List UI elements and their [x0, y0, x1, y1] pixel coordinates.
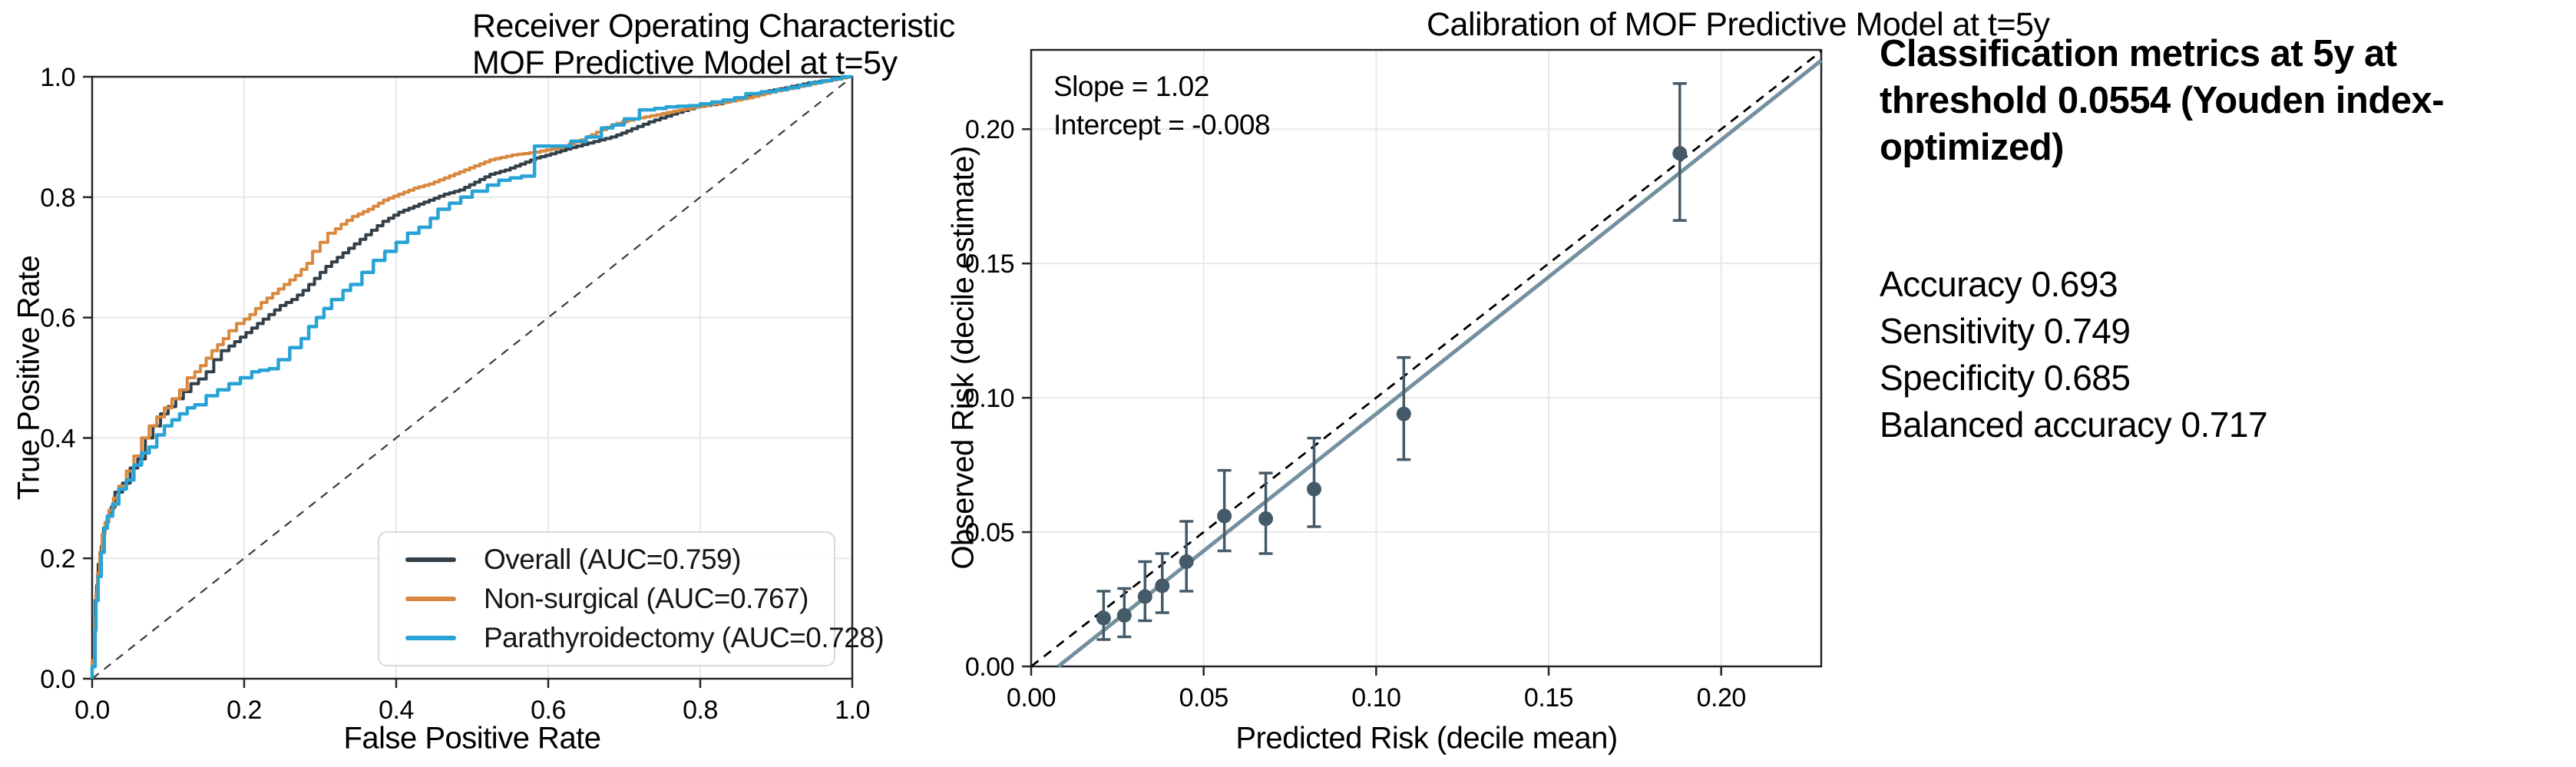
calibration-point-1	[1116, 587, 1132, 639]
x-tick-label: 0.4	[379, 696, 414, 725]
metrics-list: Accuracy 0.693 Sensitivity 0.749 Specifi…	[1880, 261, 2555, 448]
calibration-point-9	[1672, 81, 1688, 222]
roc-series-parathyroidectomy	[90, 74, 852, 679]
legend-label-parathyroidectomy: Parathyroidectomy (AUC=0.728)	[484, 622, 885, 653]
data-point-marker	[1096, 610, 1111, 626]
calibration-panel: 0.00 0.05 0.10 0.15 0.20 0.00 0.05 0.10 0.15 0.20…	[944, 0, 2050, 767]
calibration-fit-line	[1057, 58, 1823, 668]
roc-title-line1: Receiver Operating Characteristic	[472, 8, 955, 45]
x-tick-label: 0.2	[227, 696, 262, 725]
x-tick-label: 0.6	[531, 696, 566, 725]
x-tick-label: 0.10	[1351, 683, 1400, 712]
metric-specificity: Specificity 0.685	[1880, 358, 2131, 398]
calibration-title: Calibration of MOF Predictive Model at t…	[1427, 6, 2050, 44]
metric-balanced-accuracy: Balanced accuracy 0.717	[1880, 405, 2268, 445]
x-tick-label: 0.00	[1007, 683, 1056, 712]
y-tick-label: 0.8	[40, 183, 75, 213]
calibration-slope-intercept-annotation: Slope = 1.02 Intercept = -0.008	[1053, 71, 1271, 141]
y-tick-label: 0.15	[965, 250, 1014, 279]
calibration-point-0	[1096, 590, 1111, 641]
y-tick-label: 1.0	[40, 63, 75, 92]
legend-swatch-non-surgical	[405, 597, 456, 601]
x-tick-label: 0.0	[74, 696, 110, 725]
data-point-marker	[1217, 508, 1232, 524]
data-point-marker	[1137, 589, 1152, 604]
roc-panel: 0.0 0.2 0.4 0.6 0.8 1.0 0.0 0.2 0.4 0.6 0.8 1.0 Rec…	[0, 0, 956, 767]
plot-spines	[91, 75, 854, 680]
roc-series-non_surgical	[91, 75, 852, 679]
data-point-marker	[1306, 481, 1321, 497]
roc-axes: 0.0 0.2 0.4 0.6 0.8 1.0 0.0 0.2 0.4 0.6 0.8 1.0	[40, 63, 870, 725]
calibration-title-text: Calibration of MOF Predictive Model at t…	[1427, 6, 2050, 43]
metric-accuracy: Accuracy 0.693	[1880, 264, 2118, 304]
y-tick-label: 0.6	[40, 304, 75, 333]
legend-row-non-surgical: Non-surgical (AUC=0.767)	[379, 583, 834, 615]
data-point-marker	[1672, 146, 1688, 161]
x-tick-label: 1.0	[835, 696, 870, 725]
roc-x-axis-label: False Positive Rate	[343, 721, 601, 755]
calibration-point-4	[1179, 520, 1194, 593]
x-tick-label: 0.05	[1179, 683, 1228, 712]
calibration-x-axis-label: Predicted Risk (decile mean)	[1235, 721, 1618, 755]
y-tick-label: 0.2	[40, 544, 75, 574]
calibration-point-2	[1137, 560, 1152, 623]
roc-chance-diagonal	[91, 76, 853, 679]
roc-title-line2-text: MOF Predictive Model at t=5y	[472, 45, 898, 81]
legend-label-overall: Overall (AUC=0.759)	[484, 544, 741, 575]
roc-chart: 0.0 0.2 0.4 0.6 0.8 1.0 0.0 0.2 0.4 0.6 0.8 1.0	[40, 63, 870, 725]
legend-swatch-overall	[405, 557, 456, 562]
calibration-point-8	[1396, 355, 1411, 461]
legend-swatch-parathyroidectomy	[405, 636, 456, 640]
calibration-point-3	[1155, 552, 1170, 614]
data-point-marker	[1396, 406, 1411, 422]
calibration-y-axis-label: Observed Risk (decile estimate)	[946, 146, 980, 570]
y-tick-label: 0.00	[965, 653, 1014, 682]
roc-title-line1-text: Receiver Operating Characteristic	[472, 8, 955, 45]
data-point-marker	[1179, 554, 1194, 570]
x-tick-label: 0.8	[683, 696, 718, 725]
calibration-point-5	[1217, 468, 1232, 553]
metrics-panel: Classification metrics at 5y at threshol…	[1880, 0, 2555, 767]
legend-row-overall: Overall (AUC=0.759)	[379, 544, 834, 576]
calibration-chart: 0.00 0.05 0.10 0.15 0.20 0.00 0.05 0.10 0.15 0.20	[965, 48, 1823, 712]
roc-y-axis-label: True Positive Rate	[12, 255, 46, 501]
calibration-axes: 0.00 0.05 0.10 0.15 0.20 0.00 0.05 0.10 0.15 0.20	[965, 48, 1823, 712]
calibration-point-7	[1306, 436, 1321, 528]
data-point-marker	[1116, 608, 1132, 623]
metrics-title: Classification metrics at 5y at threshol…	[1880, 33, 2445, 168]
x-tick-label: 0.15	[1524, 683, 1573, 712]
legend-label-non-surgical: Non-surgical (AUC=0.767)	[484, 583, 809, 614]
metric-sensitivity: Sensitivity 0.749	[1880, 311, 2131, 351]
x-tick-label: 0.20	[1697, 683, 1746, 712]
y-tick-label: 0.05	[965, 518, 1014, 547]
legend-row-parathyroidectomy: Parathyroidectomy (AUC=0.728)	[379, 622, 885, 654]
y-tick-label: 0.10	[965, 384, 1014, 413]
calibration-point-6	[1258, 471, 1274, 555]
y-tick-label: 0.4	[40, 424, 75, 453]
roc-legend: Overall (AUC=0.759) Non-surgical (AUC=0.…	[378, 531, 885, 666]
plot-spines	[1030, 48, 1823, 668]
roc-title-line2: MOF Predictive Model at t=5y	[472, 45, 898, 82]
data-point-marker	[1258, 511, 1274, 527]
y-tick-label: 0.0	[40, 665, 75, 694]
data-point-marker	[1155, 578, 1170, 593]
y-tick-label: 0.20	[965, 115, 1014, 144]
